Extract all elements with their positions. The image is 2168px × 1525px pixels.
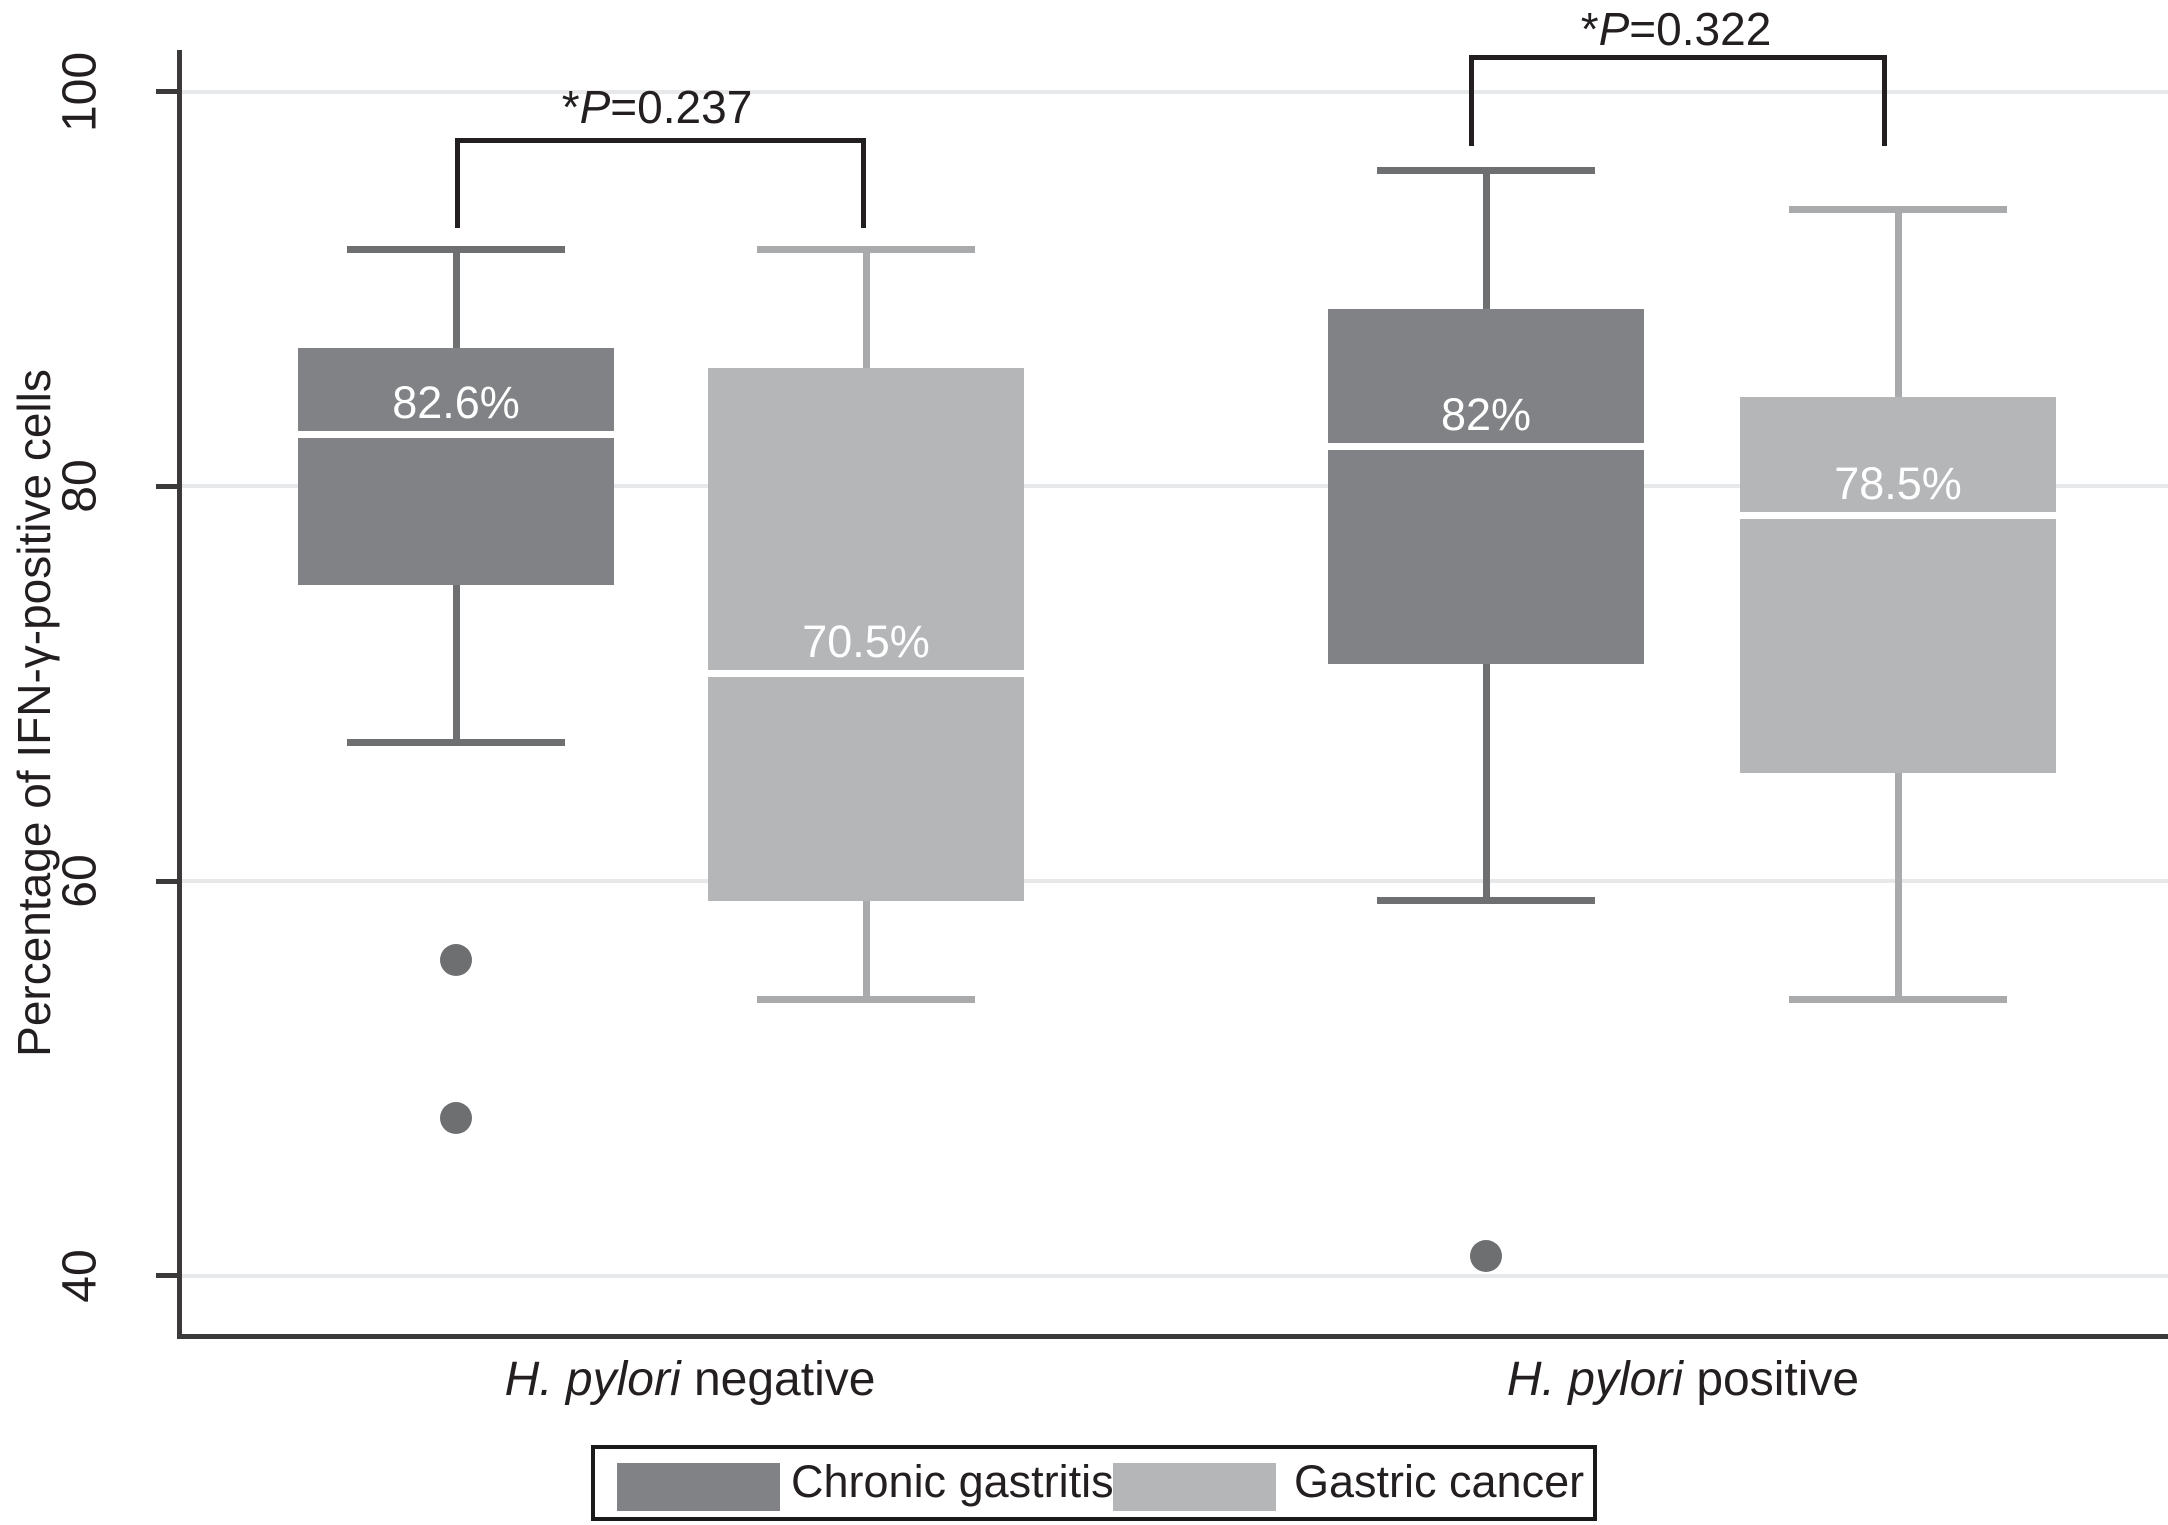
median-line [1740,512,2056,520]
box-gastric-cancer-0 [708,367,1024,901]
bracket-negative-top [455,138,866,143]
legend-label-gastric-cancer: Gastric cancer [1294,1455,1585,1507]
bracket-negative-right [861,138,866,228]
whisker-lower-cap [757,996,975,1004]
p-value-star: * [1580,3,1599,55]
x-axis-line [177,1334,2168,1339]
whisker-upper-cap [1377,166,1595,174]
median-label: 82% [1440,388,1532,440]
box-chronic-gastritis-1 [1328,308,1644,664]
whisker-upper-cap [757,245,975,253]
x-label-regular: negative [680,1353,876,1406]
y-tick-80 [156,483,179,489]
whisker-lower-stem [1894,772,1902,1000]
x-label-italic: H. pylori [1506,1353,1683,1406]
x-axis-label-positive: H. pylori positive [1507,1352,1859,1407]
y-tick-40 [156,1273,179,1279]
gridline-60 [179,879,2168,884]
legend-swatch-gastric-cancer [1113,1463,1276,1511]
whisker-lower-stem [862,900,870,1000]
bracket-positive-right [1882,55,1887,146]
gridline-40 [179,1273,2168,1278]
median-label: 70.5% [802,615,930,667]
whisker-lower-cap [347,739,565,747]
y-tick-60 [156,878,179,884]
gridline-80 [179,484,2168,489]
p-value-positive: *P=0.322 [1581,2,1772,56]
whisker-lower-cap [1789,996,2007,1004]
whisker-upper-stem [862,249,870,368]
whisker-upper-cap [1789,206,2007,214]
p-value-number: =0.322 [1629,3,1772,55]
y-axis-line [177,50,182,1338]
legend-swatch-chronic-gastritis [617,1463,780,1511]
x-label-regular: positive [1682,1353,1860,1406]
x-label-italic: H. pylori [504,1353,681,1406]
whisker-upper-cap [347,245,565,253]
p-value-symbol: P [1598,3,1630,55]
p-value-star: * [561,81,580,133]
outlier-point [440,944,472,977]
bracket-positive-top [1469,55,1887,60]
legend-label-chronic-gastritis: Chronic gastritis [791,1455,1114,1507]
median-line [708,670,1024,678]
whisker-lower-stem [452,585,460,743]
whisker-lower-cap [1377,897,1595,905]
median-line [298,431,614,439]
y-tick-label-40: 40 [53,1249,107,1303]
y-axis-title: Percentage of IFN-γ-positive cells [8,369,60,1057]
bracket-negative-left [455,138,460,228]
p-value-negative: *P=0.237 [562,80,753,134]
whisker-lower-stem [1482,663,1490,901]
p-value-symbol: P [579,81,611,133]
gridline-100 [179,89,2168,94]
bracket-positive-left [1469,55,1474,146]
outlier-point [440,1101,472,1134]
y-tick-100 [156,89,179,94]
p-value-number: =0.237 [610,81,753,133]
whisker-upper-stem [1482,170,1490,309]
median-label: 78.5% [1834,457,1962,509]
box-gastric-cancer-1 [1740,397,2056,773]
legend: Chronic gastritis Gastric cancer [591,1445,1597,1521]
box-chronic-gastritis-0 [298,348,614,585]
y-tick-label-100: 100 [53,51,107,132]
x-axis-label-negative: H. pylori negative [505,1352,876,1407]
outlier-point [1470,1240,1502,1273]
whisker-upper-stem [1894,209,1902,398]
median-label: 82.6% [392,376,520,428]
whisker-upper-stem [452,249,460,349]
median-line [1328,443,1644,451]
